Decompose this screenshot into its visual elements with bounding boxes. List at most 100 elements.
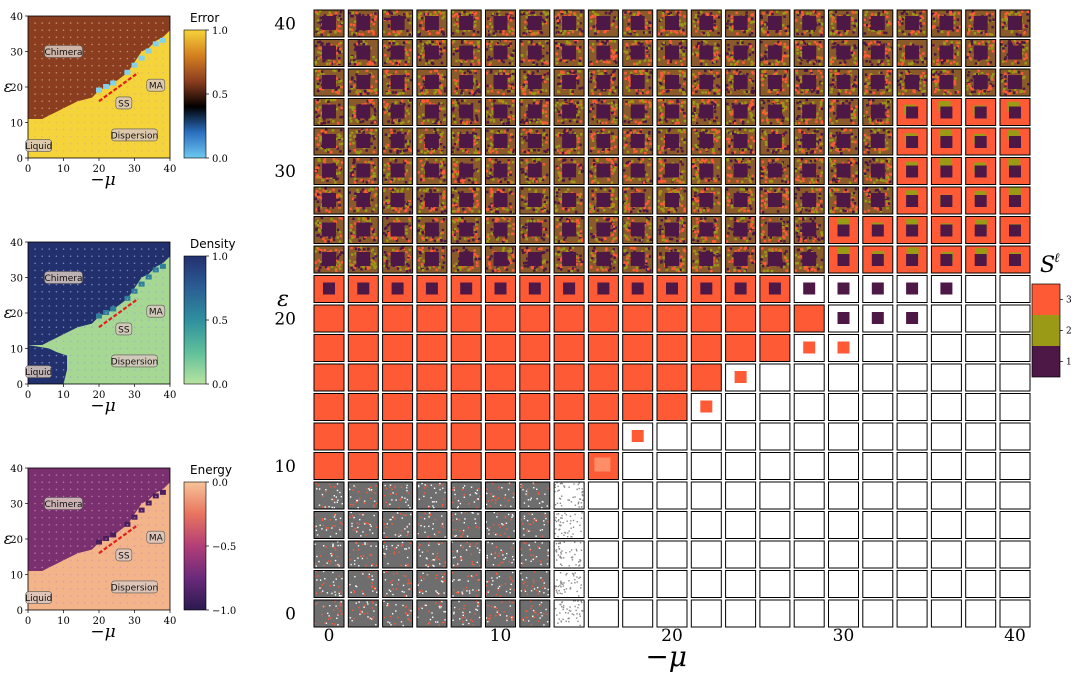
cluster-core (836, 45, 851, 60)
particle (901, 83, 905, 86)
particle (425, 41, 428, 44)
particle (977, 92, 981, 96)
particle (682, 32, 686, 35)
particle (750, 89, 754, 93)
sample-dot (105, 595, 107, 597)
particle (874, 13, 877, 16)
sample-dot (140, 290, 143, 293)
sample-dot (91, 340, 93, 343)
sample-dot (119, 298, 122, 300)
particle (440, 52, 443, 56)
particle (406, 87, 410, 91)
particle (337, 91, 341, 94)
particle (731, 25, 734, 29)
sample-dot (62, 587, 65, 590)
sample-dot (140, 559, 143, 562)
cluster-core (493, 75, 508, 89)
sample-dot (34, 298, 36, 300)
particle (505, 33, 509, 36)
particle (487, 55, 491, 59)
particle (321, 29, 325, 33)
sample-dot (91, 509, 93, 512)
particle (899, 20, 903, 24)
sample-dot (147, 566, 150, 569)
sample-dot (76, 340, 79, 343)
particle (404, 83, 407, 87)
particle (956, 18, 960, 21)
particle (502, 29, 505, 33)
sample-dot (69, 587, 72, 590)
cluster-core (665, 45, 679, 60)
sample-dot (133, 100, 136, 102)
sample-dot (91, 22, 93, 24)
particle (613, 59, 617, 63)
particle (317, 69, 321, 73)
cluster-core (390, 45, 405, 60)
particle (1014, 60, 1017, 63)
sample-dot (84, 135, 86, 138)
particle (506, 16, 509, 20)
particle (750, 63, 754, 66)
particle (408, 48, 412, 52)
particle (391, 91, 395, 94)
particle (751, 51, 755, 54)
particle (715, 14, 718, 18)
particle (365, 69, 368, 73)
particle (420, 21, 423, 24)
particle (745, 30, 748, 34)
particle (528, 10, 532, 13)
sample-dot (140, 79, 143, 81)
sample-dot (55, 545, 58, 547)
sample-dot (48, 269, 51, 272)
sample-dot (91, 376, 93, 378)
particle (418, 24, 422, 27)
sample-dot (84, 312, 86, 314)
particle (473, 13, 477, 16)
sample-dot (155, 602, 157, 604)
sample-dot (98, 488, 100, 491)
particle (818, 41, 822, 44)
sample-dot (48, 36, 51, 39)
sample-dot (105, 495, 107, 498)
sample-dot (91, 255, 93, 257)
sample-dot (62, 43, 65, 46)
particle (905, 12, 909, 16)
particle (329, 30, 332, 33)
sample-dot (84, 305, 86, 307)
particle (361, 39, 365, 43)
particle (422, 46, 425, 50)
particle (736, 32, 739, 35)
particle (336, 29, 340, 32)
sample-dot (55, 488, 58, 491)
sample-dot (98, 269, 100, 272)
particle (868, 47, 871, 51)
snapshot-frame (930, 39, 962, 67)
particle (425, 59, 429, 63)
sample-dot (162, 143, 164, 145)
particle (319, 22, 323, 25)
sample-dot (76, 86, 79, 88)
particle (634, 42, 638, 45)
sample-dot (48, 248, 51, 250)
sample-dot (76, 602, 79, 604)
particle (418, 92, 422, 96)
particle (937, 75, 940, 79)
particle (864, 89, 868, 92)
particle (539, 12, 543, 15)
particle (832, 14, 835, 17)
sample-dot (34, 333, 36, 336)
sample-dot (76, 354, 79, 357)
colorbar (183, 481, 207, 611)
sample-dot (133, 566, 136, 569)
particle (730, 56, 733, 59)
particle (831, 40, 834, 43)
particle (751, 86, 754, 90)
particle (675, 31, 679, 34)
sample-dot (140, 29, 143, 32)
sample-dot (76, 509, 79, 512)
particle (455, 49, 458, 53)
sample-dot (140, 276, 143, 279)
cluster-core (596, 75, 611, 89)
sample-dot (155, 248, 157, 250)
sample-dot (91, 290, 93, 293)
